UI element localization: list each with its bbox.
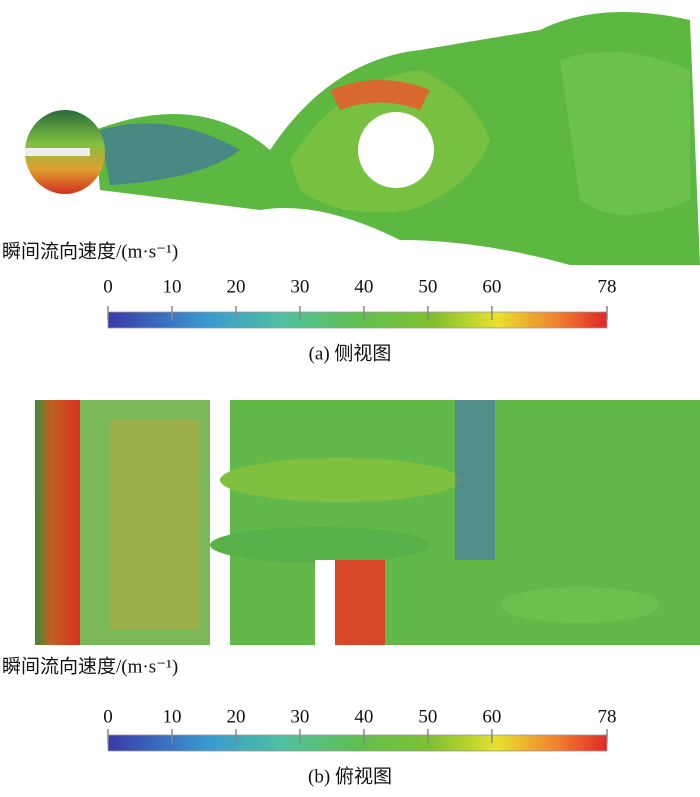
colorbar-tick-label: 30 [290,276,309,297]
colorbar-tick-label: 40 [354,706,373,727]
caption: (a) 侧视图 [309,342,392,364]
colorbar-label: 瞬间流向速度/(m·s⁻¹) [2,655,178,677]
colorbar-tick-label: 78 [598,276,617,297]
caption: (b) 俯视图 [308,765,392,787]
colorbar-tick-label: 30 [290,706,309,727]
side-view-image [25,12,700,265]
colorbar [107,311,608,329]
colorbar-tick-label: 60 [482,706,501,727]
colorbar-tick-label: 10 [162,276,181,297]
colorbar-tick-label: 50 [418,706,437,727]
colorbar-tick-label: 10 [162,706,181,727]
colorbar-tick-label: 40 [354,276,373,297]
top-view-image [35,400,700,645]
colorbar-label: 瞬间流向速度/(m·s⁻¹) [2,240,178,262]
colorbar-tick-label: 0 [103,706,113,727]
colorbar-tick-label: 20 [226,276,245,297]
colorbar [107,734,608,752]
colorbar-tick-label: 60 [482,276,501,297]
colorbar-tick-label: 20 [226,706,245,727]
colorbar-tick-label: 50 [418,276,437,297]
colorbar-tick-label: 78 [598,706,617,727]
colorbar-tick-label: 0 [103,276,113,297]
